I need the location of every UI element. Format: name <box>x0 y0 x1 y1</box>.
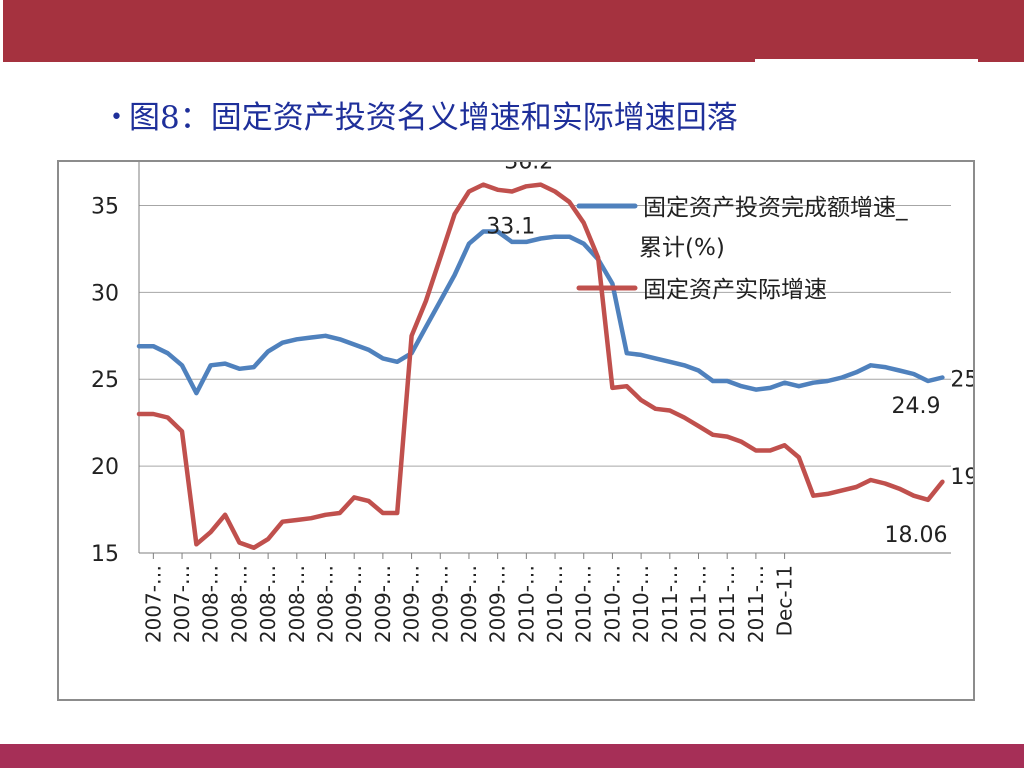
x-tick-label: 2008-… <box>256 565 280 643</box>
x-tick-label: 2008-… <box>227 565 251 643</box>
data-label: 24.9 <box>892 394 941 419</box>
x-tick-label: 2008-… <box>314 565 338 643</box>
title-text: 图8：固定资产投资名义增速和实际增速回落 <box>128 100 738 136</box>
data-label: 18.06 <box>885 523 948 548</box>
title-bullet: • <box>110 105 123 130</box>
x-tick-label: 2011-… <box>687 565 711 643</box>
slide-title: • 图8：固定资产投资名义增速和实际增速回落 <box>110 94 738 142</box>
top-banner <box>3 0 1024 62</box>
x-tick-label: 2009-… <box>342 565 366 643</box>
x-tick-label: 2011-… <box>715 565 739 643</box>
x-tick-label: Dec-11 <box>773 565 797 636</box>
banner-accent-line <box>755 59 978 63</box>
legend-label: 固定资产实际增速 <box>643 277 827 303</box>
y-tick-label: 35 <box>91 194 119 219</box>
x-tick-label: 2010-… <box>514 565 538 643</box>
y-tick-label: 30 <box>91 281 119 306</box>
data-label: 19.1 <box>950 465 973 490</box>
series-lines <box>136 182 945 551</box>
x-tick-label: 2007-… <box>141 565 165 643</box>
x-tick-label: 2007-… <box>170 565 194 643</box>
legend-label: 累计(%) <box>639 235 725 261</box>
x-tick-label: 2009-… <box>371 565 395 643</box>
x-tick-label: 2010-… <box>600 565 624 643</box>
x-tick-label: 2011-… <box>658 565 682 643</box>
x-tick-label: 2011-… <box>744 565 768 643</box>
x-tick-label: 2009-… <box>400 565 424 643</box>
x-tick-label: 2009-… <box>486 565 510 643</box>
bottom-banner <box>0 744 1024 768</box>
legend: 固定资产投资完成额增速_ 累计(%) 固定资产实际增速 <box>576 195 908 303</box>
real-growth-line <box>136 182 945 551</box>
nominal-growth-line <box>136 229 945 396</box>
y-tick-label: 20 <box>91 455 119 480</box>
x-tick-label: 2010-… <box>572 565 596 643</box>
legend-label: 固定资产投资完成额增速_ <box>643 195 908 221</box>
x-tick-label: 2010-… <box>629 565 653 643</box>
chart-frame: 15 20 25 30 35 2007-… 2007-… 2008-… 2008-… 2008-…… <box>57 150 999 701</box>
data-label: 25.1 <box>950 367 973 392</box>
data-label: 33.1 <box>486 214 535 239</box>
x-tick-label: 2010-… <box>543 565 567 643</box>
data-label: 36.2 <box>504 162 553 175</box>
y-tick-label: 25 <box>91 368 119 393</box>
x-tick-label: 2008-… <box>199 565 223 643</box>
x-tick-label: 2009-… <box>457 565 481 643</box>
x-tick-label: 2009-… <box>428 565 452 643</box>
y-tick-label: 15 <box>91 542 119 567</box>
x-tick-label: 2008-… <box>285 565 309 643</box>
